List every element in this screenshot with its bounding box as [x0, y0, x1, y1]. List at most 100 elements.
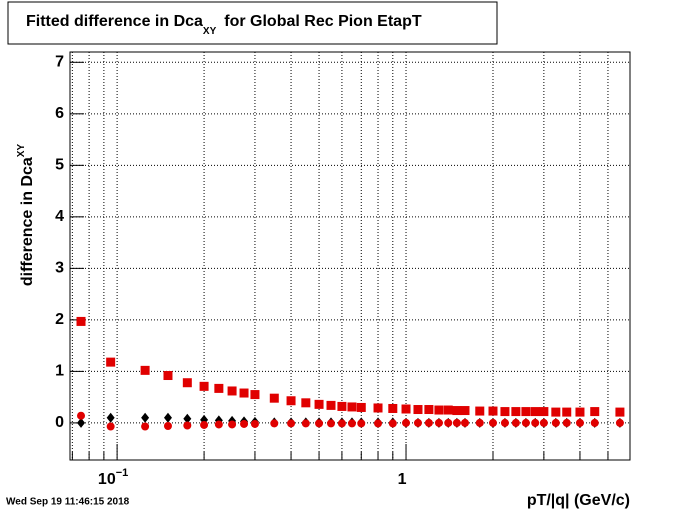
- y-tick-label: 4: [55, 208, 64, 225]
- data-point: [434, 405, 444, 415]
- data-point: [401, 404, 411, 414]
- data-point: [590, 407, 600, 417]
- y-tick-label: 6: [55, 105, 64, 122]
- data-point: [488, 418, 497, 427]
- data-point: [575, 418, 584, 427]
- data-point: [615, 407, 625, 417]
- data-point: [163, 371, 173, 381]
- data-point: [327, 419, 336, 428]
- plot-frame: [69, 51, 631, 461]
- data-point: [511, 418, 520, 427]
- data-point: [511, 407, 521, 417]
- y-tick-label: 3: [55, 260, 64, 277]
- data-point: [590, 418, 599, 427]
- data-point: [240, 419, 249, 428]
- x-axis-label: pT/|q| (GeV/c): [527, 492, 630, 509]
- data-point: [551, 407, 561, 417]
- data-point: [326, 400, 336, 410]
- y-tick-label: 2: [55, 311, 64, 328]
- data-point: [562, 407, 572, 417]
- data-point: [250, 419, 259, 428]
- data-point: [388, 419, 397, 428]
- data-point: [539, 407, 549, 417]
- data-point: [337, 419, 346, 428]
- y-tick-label: 5: [55, 157, 64, 174]
- data-point: [413, 418, 422, 427]
- data-point: [141, 412, 150, 423]
- data-point: [562, 418, 571, 427]
- data-point: [77, 411, 86, 420]
- data-point: [250, 390, 260, 400]
- timestamp: Wed Sep 19 11:46:15 2018: [6, 497, 130, 508]
- data-point: [488, 406, 498, 416]
- chart-title: Fitted difference in DcaXYfor Global Rec…: [26, 13, 422, 36]
- data-point: [575, 407, 585, 417]
- x-tick-label: 1: [398, 471, 407, 488]
- data-point: [182, 378, 192, 388]
- data-point: [141, 422, 150, 431]
- data-point: [286, 396, 296, 406]
- data-point: [163, 412, 172, 423]
- data-point: [530, 407, 540, 417]
- data-point: [347, 402, 357, 412]
- data-point: [287, 419, 296, 428]
- data-point: [531, 418, 540, 427]
- data-point: [521, 418, 530, 427]
- data-point: [424, 418, 433, 427]
- data-point: [356, 402, 366, 412]
- x-tick-label-base: 10: [98, 471, 116, 488]
- data-point: [413, 405, 423, 415]
- x-tick-label: 10−1: [98, 467, 128, 488]
- data-point: [77, 417, 86, 428]
- data-point: [314, 399, 324, 409]
- data-point: [551, 418, 560, 427]
- data-point: [269, 393, 279, 403]
- data-point: [500, 407, 510, 417]
- data-point: [475, 406, 485, 416]
- x-tick-label-exponent: −1: [116, 467, 129, 479]
- data-point: [402, 418, 411, 427]
- data-point: [315, 419, 324, 428]
- data-point: [301, 398, 311, 408]
- data-point: [163, 422, 172, 430]
- data-point: [539, 418, 548, 427]
- data-point: [239, 388, 249, 398]
- data-point: [214, 420, 223, 429]
- title-box: [7, 1, 498, 45]
- data-point: [301, 419, 310, 428]
- data-point: [214, 383, 224, 393]
- y-tick-label: 0: [55, 414, 64, 431]
- data-point: [140, 365, 150, 375]
- data-point: [270, 419, 279, 428]
- data-point: [228, 420, 237, 429]
- data-point: [199, 381, 209, 391]
- data-point: [434, 418, 443, 427]
- data-point: [500, 418, 509, 427]
- data-point: [521, 407, 531, 417]
- y-tick-label: 7: [55, 54, 64, 71]
- data-point: [460, 406, 470, 416]
- data-point: [475, 418, 484, 427]
- data-point: [183, 413, 192, 424]
- data-point: [444, 418, 453, 427]
- data-point: [374, 419, 383, 428]
- y-axis-label: difference in DcaXY: [16, 144, 37, 287]
- data-point: [337, 401, 347, 411]
- data-point: [106, 412, 115, 423]
- data-point: [443, 405, 453, 415]
- data-point: [227, 386, 237, 396]
- data-point: [373, 403, 383, 413]
- data-point: [200, 420, 209, 429]
- data-point: [106, 422, 115, 431]
- data-point: [615, 418, 624, 427]
- data-point: [424, 405, 434, 415]
- data-point: [347, 419, 356, 428]
- data-point: [357, 419, 366, 428]
- data-point: [388, 403, 398, 413]
- y-tick-label: 1: [55, 363, 64, 380]
- data-point: [183, 421, 192, 430]
- data-point: [452, 418, 461, 427]
- data-point: [106, 357, 116, 367]
- data-point: [452, 406, 462, 416]
